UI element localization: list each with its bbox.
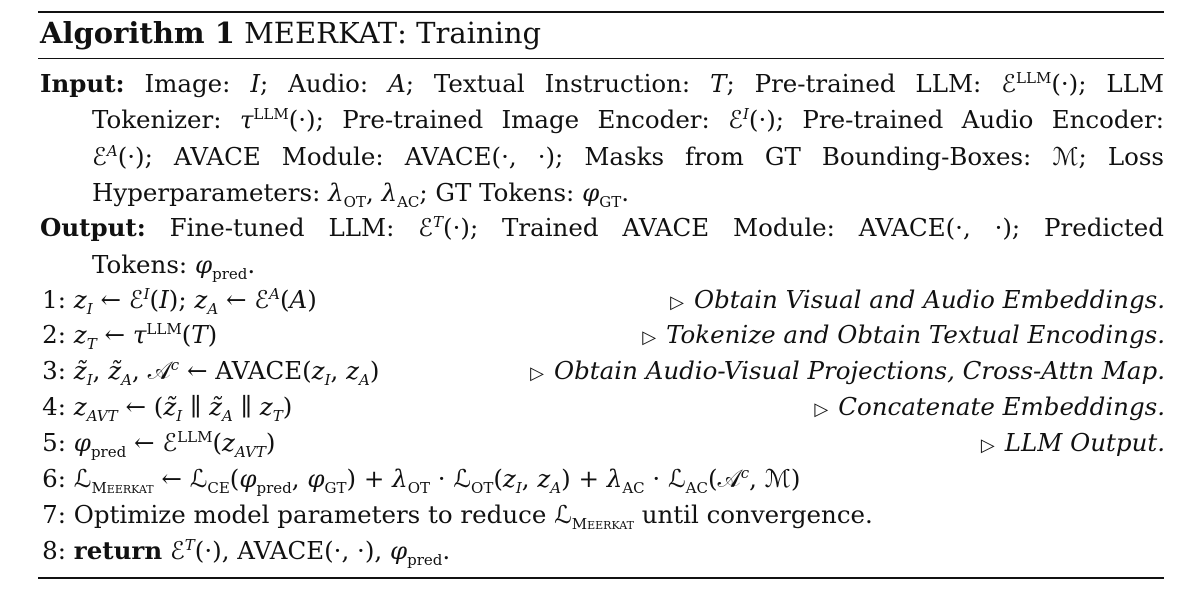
step-1: 1: zI ← ℰI(I); zA ← ℰA(A) bbox=[42, 284, 317, 318]
output-line-1: Output: Fine-tuned LLM: ℰT(·); Trained A… bbox=[40, 212, 1164, 242]
algorithm-name: MEERKAT bbox=[244, 16, 398, 50]
algorithm-title: Algorithm 1 MEERKAT: Training bbox=[40, 16, 541, 50]
algorithm-subtitle: : Training bbox=[397, 16, 542, 50]
title-rule bbox=[38, 58, 1164, 59]
step-2-comment: ▷ Tokenize and Obtain Textual Encodings. bbox=[642, 320, 1165, 349]
return-keyword: return bbox=[73, 536, 163, 565]
step-1-comment: ▷ Obtain Visual and Audio Embeddings. bbox=[670, 285, 1165, 314]
input-line-1: Input: Image: I; Audio: A; Textual Instr… bbox=[40, 68, 1164, 98]
step-2: 2: zT ← τLLM(T) bbox=[42, 319, 218, 353]
step-3-comment: ▷ Obtain Audio-Visual Projections, Cross-… bbox=[530, 356, 1165, 385]
output-line-2: Tokens: φpred. bbox=[92, 250, 256, 283]
step-8: 8: return ℰT(·), AVACE(·, ·), φpred. bbox=[42, 535, 451, 569]
step-5-comment: ▷ LLM Output. bbox=[980, 428, 1165, 457]
algorithm-label: Algorithm 1 bbox=[40, 16, 235, 50]
step-6: 6: ℒMeerkat ← ℒCE(φpred, φGT) + λOT · ℒO… bbox=[42, 463, 801, 497]
step-4-comment: ▷ Concatenate Embeddings. bbox=[814, 392, 1165, 421]
top-rule bbox=[38, 11, 1164, 13]
input-keyword: Input: bbox=[40, 69, 125, 98]
step-4: 4: zAVT ← (z̃I ∥ z̃A ∥ zT) bbox=[42, 392, 293, 425]
output-keyword: Output: bbox=[40, 213, 146, 242]
input-line-3: ℰA(·); AVACE Module: AVACE(·, ·); Masks … bbox=[92, 141, 1164, 171]
step-3: 3: z̃I, z̃A, 𝒜c ← AVACE(zI, zA) bbox=[42, 355, 380, 389]
input-line-4: Hyperparameters: λOT, λAC; GT Tokens: φG… bbox=[92, 178, 630, 211]
input-line-2: Tokenizer: τLLM(·); Pre-trained Image En… bbox=[92, 104, 1165, 134]
step-5: 5: φpred ← ℰLLM(zAVT) bbox=[42, 427, 276, 461]
bottom-rule bbox=[38, 577, 1164, 579]
step-7: 7: Optimize model parameters to reduce ℒ… bbox=[42, 500, 873, 533]
